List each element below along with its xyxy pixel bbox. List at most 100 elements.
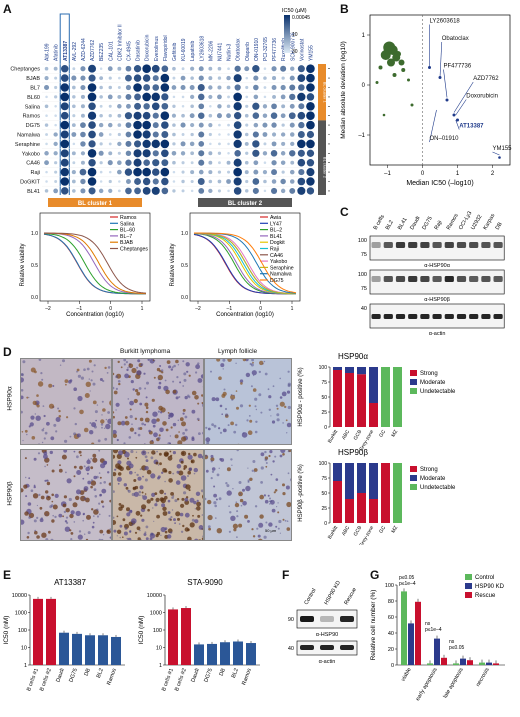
blot-band [456, 242, 467, 248]
ihc-nucleus [239, 493, 242, 495]
ihc-cell [216, 359, 221, 362]
heatmap-dot [151, 64, 160, 73]
heatmap-dot [54, 105, 57, 108]
ihc-cell [48, 383, 53, 388]
ihc-cell [156, 531, 161, 536]
ihc-nucleus [232, 488, 234, 490]
heatmap-dot [118, 180, 121, 183]
ihc-cell [286, 390, 291, 394]
heatmap-dot [98, 150, 104, 156]
ihc-nucleus [144, 387, 147, 390]
ihc-cell [153, 376, 156, 379]
ihc-cell [181, 452, 185, 455]
category-label: B cells #2 [174, 668, 188, 692]
ihc-cell [290, 478, 291, 482]
ihc-cell [58, 468, 63, 473]
ihc-cell [248, 404, 251, 407]
ihc-nucleus [253, 471, 256, 473]
ihc-cell [164, 492, 167, 495]
heatmap-dot [72, 142, 76, 146]
ihc-cell [115, 402, 120, 407]
ic50-bar [246, 643, 256, 665]
ihc-cell [123, 531, 128, 536]
ihc-cell [147, 359, 150, 361]
ihc-image-6 [204, 449, 292, 541]
ihc-cell [213, 485, 216, 488]
ihc-cell [25, 495, 28, 498]
ihc-cell [245, 485, 251, 492]
ihc-cell [259, 360, 264, 366]
ihc-cell [113, 415, 115, 419]
category-label: Daudi [55, 668, 66, 684]
ihc-cell [69, 513, 74, 519]
ihc-cell [92, 400, 97, 405]
heatmap-dot [234, 65, 241, 72]
cell-line-label-13: BL41 [27, 189, 40, 195]
heatmap-dot [44, 189, 49, 193]
ihc-nucleus [254, 505, 258, 508]
heatmap-dot [72, 67, 76, 71]
heatmap-dot [180, 151, 186, 156]
ihc-cell [273, 491, 276, 494]
heatmap-dot [252, 65, 260, 73]
ihc-cell [90, 480, 97, 486]
ihc-nucleus [286, 432, 288, 434]
ihc-cell [158, 381, 162, 385]
heatmap-dot [181, 170, 185, 174]
blot-band [320, 645, 334, 650]
ihc-cell [221, 413, 223, 415]
ihc-cell [93, 475, 97, 480]
heatmap-dot [233, 102, 242, 111]
ihc-nucleus [42, 405, 45, 407]
ihc-cell [177, 440, 183, 444]
ihc-nucleus [167, 442, 171, 444]
annotation-line [443, 69, 448, 98]
heatmap-dot [54, 85, 58, 90]
ihc-nucleus [90, 457, 92, 460]
heatmap-dot [263, 179, 267, 184]
ihc-cell [211, 397, 216, 402]
heatmap-dot [125, 159, 132, 166]
category-label: GCB [353, 524, 364, 537]
ihc-cell [106, 530, 110, 533]
ihc-cell [207, 499, 212, 505]
ihc-nucleus [158, 378, 160, 381]
heatmap-dot [87, 92, 97, 102]
ihc-cell [168, 365, 172, 369]
ihc-cell [65, 383, 67, 386]
ihc-cell [242, 501, 247, 506]
drug-label-23: ON-01910 [254, 38, 260, 61]
heatmap-dot [245, 151, 249, 155]
ihc-nucleus [100, 538, 104, 540]
heatmap-dot [161, 121, 169, 129]
ihc-nucleus [98, 472, 101, 474]
mw-top: 100 [358, 238, 367, 244]
heatmap-dot [271, 66, 277, 72]
blot-band [444, 242, 454, 248]
legend-swatch [410, 475, 417, 481]
ihc-cell [26, 396, 29, 399]
heatmap-dot [226, 104, 231, 109]
heatmap-dot [54, 76, 58, 80]
ihc-cell [269, 450, 273, 454]
heatmap-dot [289, 84, 296, 91]
heatmap-dot [142, 111, 151, 120]
y-tick-label: 25 [321, 410, 327, 416]
category-label: B cells #2 [39, 668, 53, 692]
ihc-cell [180, 503, 185, 508]
heatmap-dot [133, 149, 142, 158]
heatmap-dot [54, 180, 58, 183]
ihc-cell [268, 522, 273, 527]
ihc-cell [21, 377, 24, 383]
panel-c-label: C [340, 205, 349, 219]
lane-label-10: DB [495, 221, 504, 231]
heatmap-dot [297, 149, 305, 157]
ihc-cell [64, 526, 71, 532]
ihc-cell [191, 409, 196, 414]
ihc-cell [21, 519, 25, 525]
x-tick-label: –1 [384, 171, 391, 177]
ihc-cell [196, 506, 201, 511]
y-tick-label: 0 [324, 425, 327, 431]
heatmap-dot [142, 149, 151, 158]
